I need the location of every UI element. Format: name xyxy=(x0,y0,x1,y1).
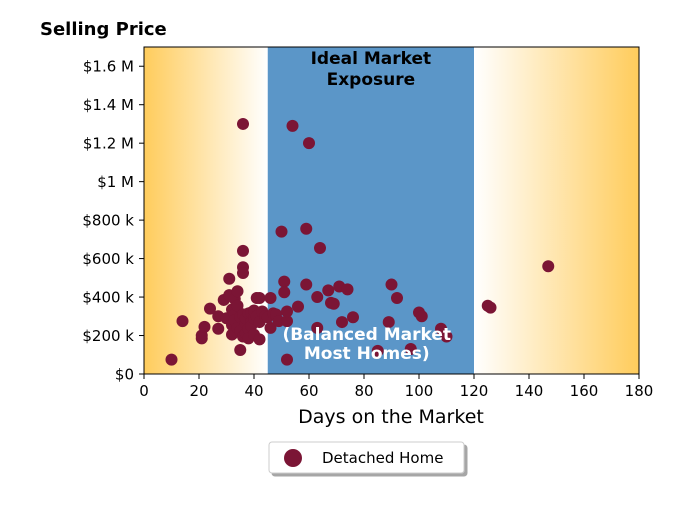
data-point xyxy=(440,330,453,343)
region-1 xyxy=(267,47,474,374)
data-point xyxy=(264,321,277,334)
plot-frame xyxy=(143,46,640,375)
legend-box xyxy=(268,441,465,474)
data-point xyxy=(264,292,277,305)
data-point xyxy=(198,320,211,333)
data-point xyxy=(371,344,384,357)
y-tick-label: $200 k xyxy=(82,327,134,345)
y-tick-label: $400 k xyxy=(82,289,134,307)
region-label-ideal-exposure: Ideal Market Exposure xyxy=(311,49,432,90)
data-point xyxy=(281,353,293,366)
data-point xyxy=(165,353,178,366)
data-point xyxy=(385,278,398,291)
data-point xyxy=(542,260,555,273)
data-point xyxy=(300,278,313,291)
legend: Detached Home xyxy=(268,441,465,474)
data-point xyxy=(223,272,236,285)
legend-marker-detached-home xyxy=(284,449,302,467)
data-point xyxy=(303,137,315,150)
region-label-balanced-market: (Balanced Market Most Homes) xyxy=(282,325,451,364)
data-point xyxy=(311,291,324,304)
data-point xyxy=(484,301,497,314)
region-labels: Ideal Market Exposure (Balanced Market Most… xyxy=(282,49,451,364)
x-tick-label: 20 xyxy=(189,382,208,400)
data-point xyxy=(292,300,304,313)
y-tick-label: $1 M xyxy=(97,173,134,191)
data-point xyxy=(341,283,354,296)
data-point xyxy=(327,297,340,310)
x-axis: 0 20 40 60 80 100 120 140 160 180 xyxy=(139,374,653,400)
x-tick-label: 160 xyxy=(570,382,599,400)
data-point xyxy=(391,292,403,305)
data-point xyxy=(286,119,299,132)
x-tick-label: 120 xyxy=(460,382,489,400)
x-tick-label: 140 xyxy=(515,382,544,400)
x-tick-label: 0 xyxy=(139,382,149,400)
data-point xyxy=(311,321,324,334)
data-point xyxy=(347,311,359,324)
market-regions xyxy=(144,47,639,374)
data-point xyxy=(278,275,291,288)
chart-title: Selling Price xyxy=(40,19,167,40)
data-point xyxy=(281,315,293,328)
data-point xyxy=(237,244,249,257)
data-point xyxy=(382,316,395,329)
x-tick-label: 60 xyxy=(299,382,318,400)
data-point xyxy=(275,225,288,238)
data-point xyxy=(314,242,326,255)
data-point xyxy=(415,310,428,323)
data-point xyxy=(231,299,244,312)
region-2 xyxy=(474,47,639,374)
data-point xyxy=(231,285,244,298)
data-point xyxy=(204,302,216,315)
data-point xyxy=(281,305,293,318)
x-tick-label: 80 xyxy=(354,382,373,400)
legend-label-detached-home: Detached Home xyxy=(322,449,443,467)
y-tick-label: $1.6 M xyxy=(83,58,134,76)
y-axis: $0 $200 k $400 k $600 k $800 k $1 M $1.2 M $1.4… xyxy=(82,58,144,384)
data-point xyxy=(278,286,291,299)
data-point xyxy=(237,117,249,130)
x-axis-label: Days on the Market xyxy=(298,406,484,428)
data-point xyxy=(237,267,249,280)
y-tick-label: $1.2 M xyxy=(83,135,134,153)
data-point xyxy=(336,316,348,329)
data-points xyxy=(165,117,555,366)
data-point xyxy=(176,315,189,328)
data-point xyxy=(404,342,417,355)
y-tick-label: $0 xyxy=(115,366,134,384)
data-point xyxy=(253,333,266,346)
data-point xyxy=(272,315,285,328)
x-tick-label: 100 xyxy=(405,382,434,400)
data-point xyxy=(253,292,266,305)
x-tick-label: 180 xyxy=(625,382,654,400)
x-tick-label: 40 xyxy=(244,382,263,400)
data-point xyxy=(300,222,313,235)
y-tick-label: $800 k xyxy=(82,212,134,230)
data-point xyxy=(212,322,225,335)
y-tick-label: $1.4 M xyxy=(83,96,134,114)
y-tick-label: $600 k xyxy=(82,250,134,268)
data-point xyxy=(234,343,247,356)
data-point xyxy=(322,284,335,297)
